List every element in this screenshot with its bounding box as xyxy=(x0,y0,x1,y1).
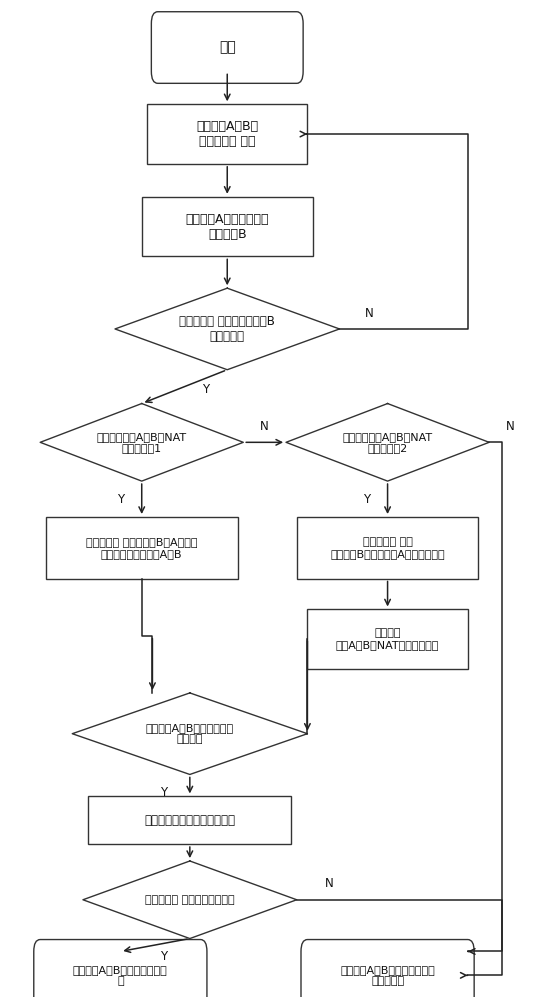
Text: 确定终端
用户A和B的NAT端口映射规则: 确定终端 用户A和B的NAT端口映射规则 xyxy=(336,628,439,650)
Text: 穿透服务器 查询到终端用户B
的注册信息: 穿透服务器 查询到终端用户B 的注册信息 xyxy=(179,315,275,343)
Bar xyxy=(296,517,478,579)
Text: Y: Y xyxy=(159,950,167,963)
Text: 终端用户A和B利用转发通道进
行数据传输: 终端用户A和B利用转发通道进 行数据传输 xyxy=(340,965,435,986)
Text: N: N xyxy=(260,420,269,433)
Text: 终端用户A和B在
穿透服务器 注册: 终端用户A和B在 穿透服务器 注册 xyxy=(196,120,258,148)
Text: 穿透服务器 将终端用户B和A的信息
分别发送给终端用户A和B: 穿透服务器 将终端用户B和A的信息 分别发送给终端用户A和B xyxy=(86,537,198,559)
Text: 终端用户A向穿透服务器
请求连接B: 终端用户A向穿透服务器 请求连接B xyxy=(186,213,269,241)
Text: Y: Y xyxy=(363,493,370,506)
Text: 确定终端用户A与B的NAT
设备为配对1: 确定终端用户A与B的NAT 设备为配对1 xyxy=(97,432,187,453)
FancyBboxPatch shape xyxy=(151,12,303,83)
FancyBboxPatch shape xyxy=(301,940,474,1000)
Text: 返回成功通道的地址和端口号: 返回成功通道的地址和端口号 xyxy=(144,814,235,827)
FancyBboxPatch shape xyxy=(34,940,207,1000)
Bar xyxy=(147,104,307,164)
Text: Y: Y xyxy=(159,786,167,799)
Polygon shape xyxy=(72,693,307,774)
Text: 终端用户A和B穿透连接测试
是否成功: 终端用户A和B穿透连接测试 是否成功 xyxy=(146,723,234,744)
Polygon shape xyxy=(40,404,244,481)
Text: 终端用户A和B利用直连传输数
据: 终端用户A和B利用直连传输数 据 xyxy=(73,965,168,986)
Text: 穿透服务器 是否收到成功信号: 穿透服务器 是否收到成功信号 xyxy=(145,895,235,905)
Text: N: N xyxy=(364,307,373,320)
Bar xyxy=(141,197,313,256)
Text: Y: Y xyxy=(117,493,124,506)
Bar xyxy=(45,517,238,579)
Bar xyxy=(307,609,468,669)
Text: 确定终端用户A与B的NAT
设备为配对2: 确定终端用户A与B的NAT 设备为配对2 xyxy=(342,432,433,453)
Polygon shape xyxy=(115,288,340,370)
Polygon shape xyxy=(286,404,489,481)
Polygon shape xyxy=(83,861,296,939)
Text: 开始: 开始 xyxy=(219,41,235,55)
Text: Y: Y xyxy=(202,383,210,396)
Bar xyxy=(88,796,292,844)
Text: N: N xyxy=(325,877,333,890)
Text: 穿透服务器 告之
终端用户B，终端用户A将要与其连接: 穿透服务器 告之 终端用户B，终端用户A将要与其连接 xyxy=(330,537,445,559)
Text: N: N xyxy=(506,420,515,433)
